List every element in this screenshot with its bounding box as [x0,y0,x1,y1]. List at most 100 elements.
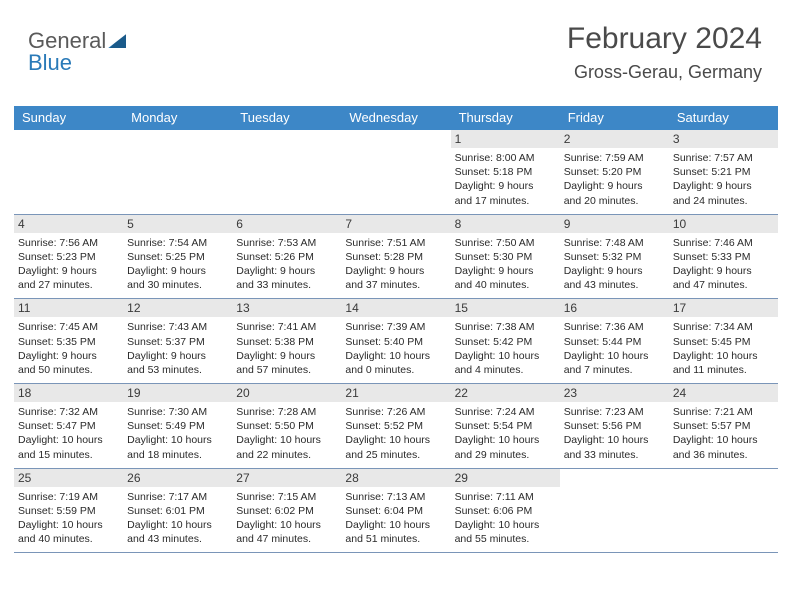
day-number: 15 [451,299,560,317]
info-line: and 43 minutes. [127,532,228,546]
day-cell: 9Sunrise: 7:48 AMSunset: 5:32 PMDaylight… [560,215,669,299]
day-cell: 23Sunrise: 7:23 AMSunset: 5:56 PMDayligh… [560,384,669,468]
day-header: Monday [123,106,232,130]
info-line: and 43 minutes. [564,278,665,292]
day-info: Sunrise: 7:51 AMSunset: 5:28 PMDaylight:… [345,236,446,293]
info-line: Sunrise: 8:00 AM [455,151,556,165]
day-cell: 19Sunrise: 7:30 AMSunset: 5:49 PMDayligh… [123,384,232,468]
week-row: 4Sunrise: 7:56 AMSunset: 5:23 PMDaylight… [14,215,778,300]
info-line: and 40 minutes. [18,532,119,546]
month-title: February 2024 [567,22,762,56]
day-cell: 4Sunrise: 7:56 AMSunset: 5:23 PMDaylight… [14,215,123,299]
info-line: Daylight: 10 hours [455,518,556,532]
day-cell: 15 Sunrise: 7:38 AMSunset: 5:42 PMDayligh… [451,299,560,383]
day-info: Sunrise: 7:17 AMSunset: 6:01 PMDaylight:… [127,490,228,547]
header: February 2024 Gross-Gerau, Germany [567,22,762,83]
day-cell: 10 Sunrise: 7:46 AMSunset: 5:33 PMDayligh… [669,215,778,299]
day-info: Sunrise: 7:41 AMSunset: 5:38 PMDaylight:… [236,320,337,377]
info-line: Sunset: 6:01 PM [127,504,228,518]
info-line: Daylight: 10 hours [455,433,556,447]
info-line: and 30 minutes. [127,278,228,292]
info-line: and 15 minutes. [18,448,119,462]
day-info: Sunrise: 7:32 AMSunset: 5:47 PMDaylight:… [18,405,119,462]
logo-triangle-icon [108,34,126,48]
info-line: Sunset: 5:57 PM [673,419,774,433]
day-info: Sunrise: 7:38 AMSunset: 5:42 PMDaylight:… [455,320,556,377]
info-line: Sunrise: 7:15 AM [236,490,337,504]
day-cell: 5Sunrise: 7:54 AMSunset: 5:25 PMDaylight… [123,215,232,299]
info-line: Daylight: 10 hours [673,433,774,447]
info-line: Sunset: 5:25 PM [127,250,228,264]
day-cell: 20Sunrise: 7:28 AMSunset: 5:50 PMDayligh… [232,384,341,468]
info-line: Daylight: 10 hours [236,518,337,532]
day-number: 25 [14,469,123,487]
day-info: Sunrise: 7:54 AMSunset: 5:25 PMDaylight:… [127,236,228,293]
info-line: and 37 minutes. [345,278,446,292]
info-line: Daylight: 10 hours [564,433,665,447]
info-line: Sunrise: 7:41 AM [236,320,337,334]
day-cell: 7 Sunrise: 7:51 AMSunset: 5:28 PMDaylight… [341,215,450,299]
info-line: Sunset: 5:40 PM [345,335,446,349]
day-number: 10 [669,215,778,233]
info-line: and 47 minutes. [236,532,337,546]
day-number: 16 [560,299,669,317]
day-cell [341,130,450,214]
day-cell: 3Sunrise: 7:57 AMSunset: 5:21 PMDaylight… [669,130,778,214]
day-info: Sunrise: 7:39 AMSunset: 5:40 PMDaylight:… [345,320,446,377]
info-line: and 22 minutes. [236,448,337,462]
info-line: Daylight: 9 hours [127,264,228,278]
info-line: and 40 minutes. [455,278,556,292]
day-info: Sunrise: 7:26 AMSunset: 5:52 PMDaylight:… [345,405,446,462]
day-number: 29 [451,469,560,487]
info-line: Sunrise: 7:45 AM [18,320,119,334]
day-cell: 17Sunrise: 7:34 AMSunset: 5:45 PMDayligh… [669,299,778,383]
day-cell: 1Sunrise: 8:00 AMSunset: 5:18 PMDaylight… [451,130,560,214]
info-line: and 0 minutes. [345,363,446,377]
week-row: 11Sunrise: 7:45 AMSunset: 5:35 PMDayligh… [14,299,778,384]
day-info: Sunrise: 7:50 AMSunset: 5:30 PMDaylight:… [455,236,556,293]
day-number: 3 [669,130,778,148]
info-line: Sunset: 5:44 PM [564,335,665,349]
info-line: Sunset: 5:28 PM [345,250,446,264]
info-line: Daylight: 9 hours [18,349,119,363]
info-line: Sunrise: 7:17 AM [127,490,228,504]
info-line: Sunrise: 7:36 AM [564,320,665,334]
info-line: Sunrise: 7:48 AM [564,236,665,250]
info-line: Sunset: 5:37 PM [127,335,228,349]
info-line: Daylight: 10 hours [345,518,446,532]
info-line: and 36 minutes. [673,448,774,462]
day-header: Tuesday [232,106,341,130]
info-line: Sunrise: 7:11 AM [455,490,556,504]
info-line: Sunset: 5:26 PM [236,250,337,264]
info-line: Daylight: 10 hours [345,433,446,447]
info-line: Sunset: 5:23 PM [18,250,119,264]
info-line: Daylight: 9 hours [564,264,665,278]
info-line: Sunrise: 7:46 AM [673,236,774,250]
week-row: 25Sunrise: 7:19 AMSunset: 5:59 PMDayligh… [14,469,778,554]
day-cell: 25Sunrise: 7:19 AMSunset: 5:59 PMDayligh… [14,469,123,553]
info-line: Sunrise: 7:51 AM [345,236,446,250]
day-info: Sunrise: 7:28 AMSunset: 5:50 PMDaylight:… [236,405,337,462]
day-number: 7 [341,215,450,233]
info-line: Sunrise: 7:13 AM [345,490,446,504]
info-line: Daylight: 9 hours [455,264,556,278]
logo-line2: Blue [28,50,72,76]
day-info: Sunrise: 7:46 AMSunset: 5:33 PMDaylight:… [673,236,774,293]
day-number: 4 [14,215,123,233]
info-line: Daylight: 10 hours [127,433,228,447]
info-line: and 17 minutes. [455,194,556,208]
day-cell: 24Sunrise: 7:21 AMSunset: 5:57 PMDayligh… [669,384,778,468]
week-row: 1Sunrise: 8:00 AMSunset: 5:18 PMDaylight… [14,130,778,215]
day-number: 9 [560,215,669,233]
info-line: and 50 minutes. [18,363,119,377]
info-line: Sunset: 5:59 PM [18,504,119,518]
day-info: Sunrise: 7:21 AMSunset: 5:57 PMDaylight:… [673,405,774,462]
day-number: 12 [123,299,232,317]
day-cell [669,469,778,553]
day-cell: 2Sunrise: 7:59 AMSunset: 5:20 PMDaylight… [560,130,669,214]
logo-text-2: Blue [28,50,72,76]
info-line: Daylight: 10 hours [673,349,774,363]
day-info: Sunrise: 7:34 AMSunset: 5:45 PMDaylight:… [673,320,774,377]
info-line: Sunset: 6:06 PM [455,504,556,518]
info-line: and 27 minutes. [18,278,119,292]
